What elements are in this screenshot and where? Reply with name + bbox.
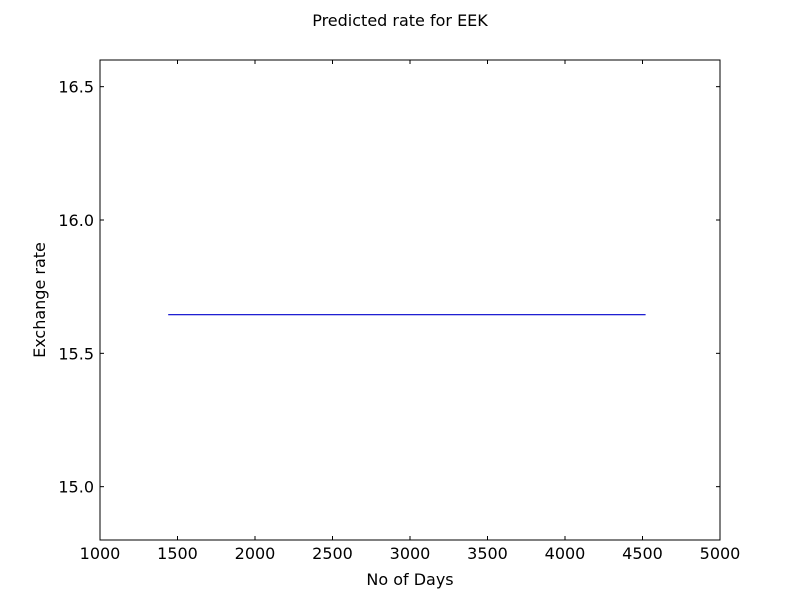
y-axis: 15.0 15.5 16.0 16.5 [58, 78, 720, 497]
x-axis: 1000 1500 2000 2500 3000 3500 4000 4500 5000 [80, 60, 741, 563]
x-tick-label: 2000 [235, 544, 276, 563]
x-tick-label: 4000 [545, 544, 586, 563]
x-tick-label: 1000 [80, 544, 121, 563]
x-tick-label: 2500 [312, 544, 353, 563]
x-tick-label: 4500 [622, 544, 663, 563]
x-axis-label: No of Days [366, 570, 453, 589]
y-axis-label: Exchange rate [30, 242, 49, 358]
x-tick-label: 5000 [700, 544, 741, 563]
y-tick-label: 15.5 [58, 344, 94, 363]
chart-title: Predicted rate for EEK [312, 11, 488, 30]
x-tick-label: 3500 [467, 544, 508, 563]
y-tick-label: 16.5 [58, 78, 94, 97]
x-tick-label: 1500 [157, 544, 198, 563]
y-tick-label: 16.0 [58, 211, 94, 230]
plot-area-frame [99, 59, 721, 541]
x-tick-label: 3000 [390, 544, 431, 563]
y-tick-label: 15.0 [58, 478, 94, 497]
